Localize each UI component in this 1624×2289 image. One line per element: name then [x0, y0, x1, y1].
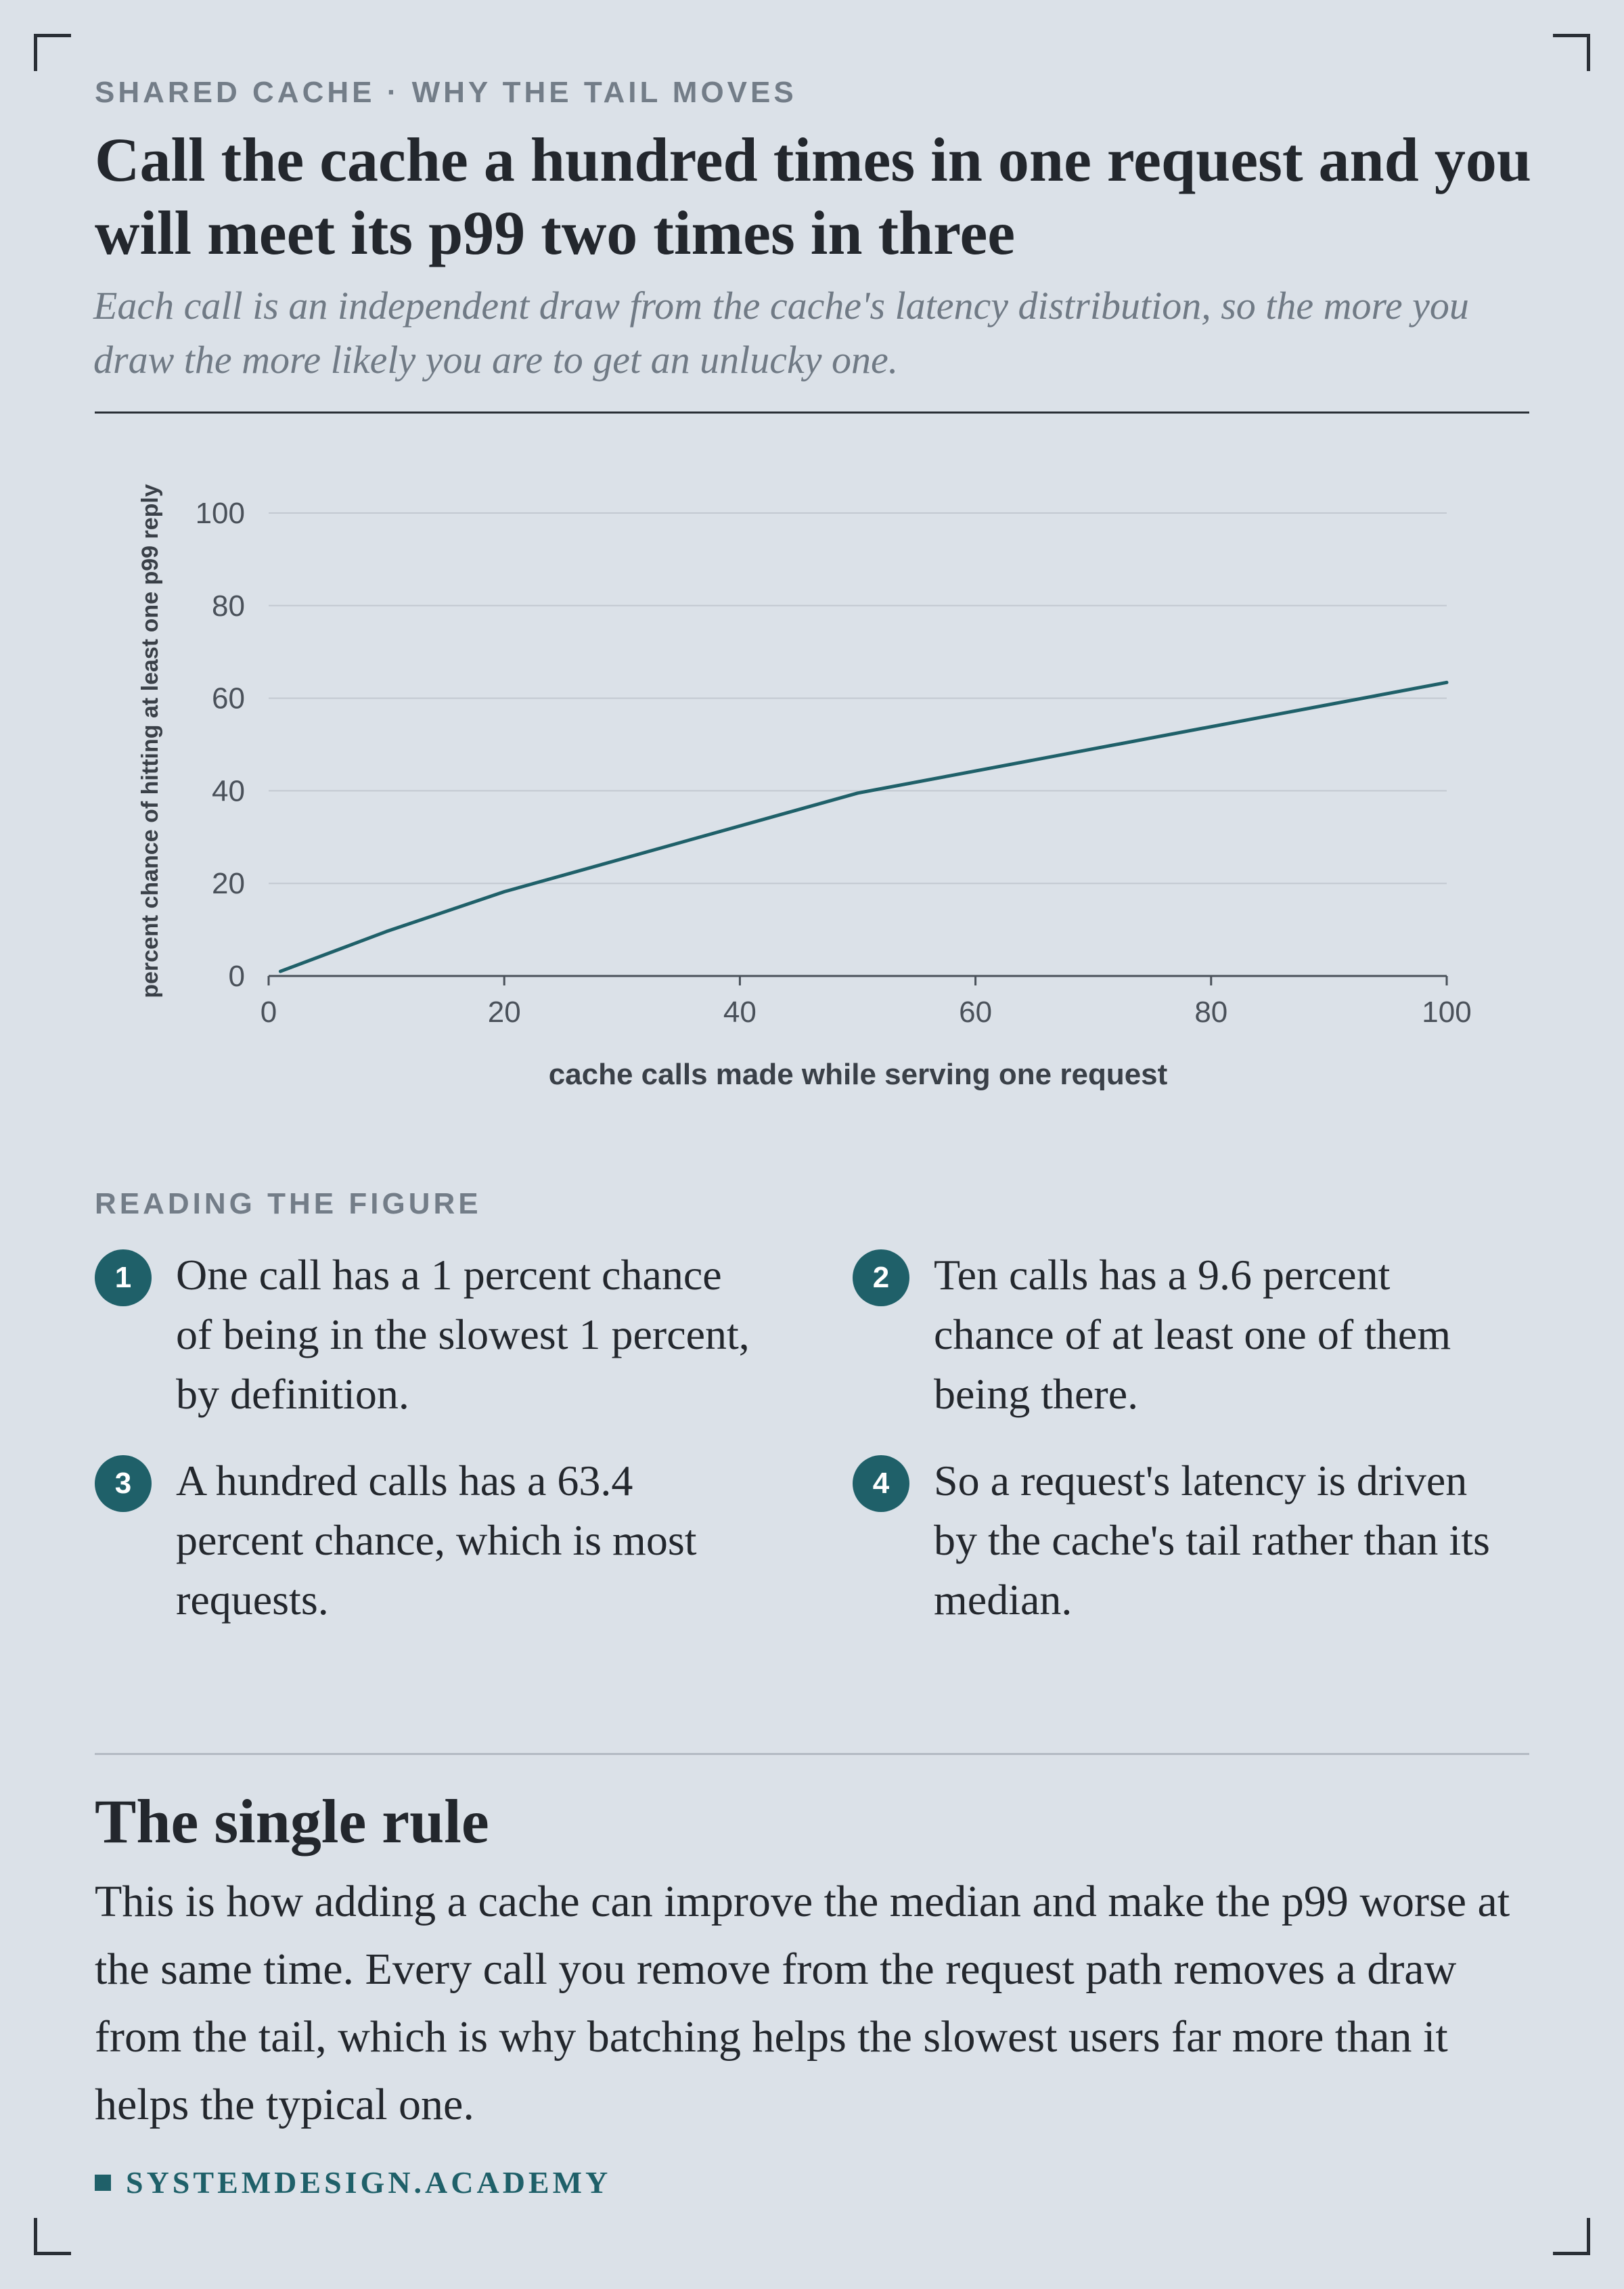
x-tick-label: 100	[1422, 996, 1471, 1029]
notes-section-label: READING THE FIGURE	[95, 1187, 482, 1220]
series-line	[278, 680, 1449, 973]
note-number-badge: 2	[853, 1249, 909, 1306]
brand-name: SYSTEMDESIGN.ACADEMY	[126, 2165, 612, 2200]
corner-mark-bottom-left	[34, 2218, 71, 2255]
note-number-badge: 4	[853, 1455, 909, 1512]
page-title: Call the cache a hundred times in one re…	[95, 125, 1532, 267]
note-text: Ten calls has a 9.6 percent chance of at…	[934, 1251, 1451, 1418]
kicker: SHARED CACHE · WHY THE TAIL MOVES	[95, 76, 797, 109]
note-text: A hundred calls has a 63.4 percent chanc…	[176, 1457, 697, 1624]
title-divider	[95, 412, 1529, 414]
y-tick-label: 60	[212, 682, 245, 715]
corner-mark-top-left	[34, 34, 71, 71]
x-tick-label: 80	[1194, 996, 1227, 1029]
corner-mark-bottom-right	[1553, 2218, 1590, 2255]
rule-heading: The single rule	[95, 1787, 489, 1856]
brand-square-icon	[95, 2174, 111, 2191]
y-tick-label: 100	[196, 497, 245, 530]
note-number-badge: 3	[95, 1455, 152, 1512]
x-tick-label: 40	[723, 996, 757, 1029]
chart-grid	[269, 512, 1447, 885]
rule-body: This is how adding a cache can improve t…	[95, 1877, 1510, 2129]
y-axis-label: percent chance of hitting at least one p…	[137, 484, 163, 998]
x-tick-label: 0	[261, 996, 277, 1029]
y-tick-label: 80	[212, 590, 245, 623]
latency-chart: 0 20 40 60 80 100 0 20 40 60 80 100 cache calls mad…	[137, 484, 1472, 1091]
chart-axes: 0 20 40 60 80 100 0 20 40 60 80 100	[196, 497, 1472, 1029]
section-divider	[95, 1753, 1529, 1755]
note-text: So a request's latency is driven by the …	[934, 1457, 1490, 1624]
x-tick-label: 20	[488, 996, 521, 1029]
x-tick-label: 60	[959, 996, 992, 1029]
x-axis-label: cache calls made while serving one reque…	[549, 1058, 1168, 1091]
corner-mark-top-right	[1553, 34, 1590, 71]
note-number-badge: 1	[95, 1249, 152, 1306]
y-tick-label: 40	[212, 774, 245, 807]
y-tick-label: 0	[229, 960, 245, 993]
y-tick-label: 20	[212, 867, 245, 900]
brand-footer: SYSTEMDESIGN.ACADEMY	[95, 2164, 611, 2200]
note-text: One call has a 1 percent chance of being…	[176, 1251, 750, 1418]
page-subtitle: Each call is an independent draw from th…	[93, 284, 1469, 382]
chart-series	[278, 680, 1449, 973]
